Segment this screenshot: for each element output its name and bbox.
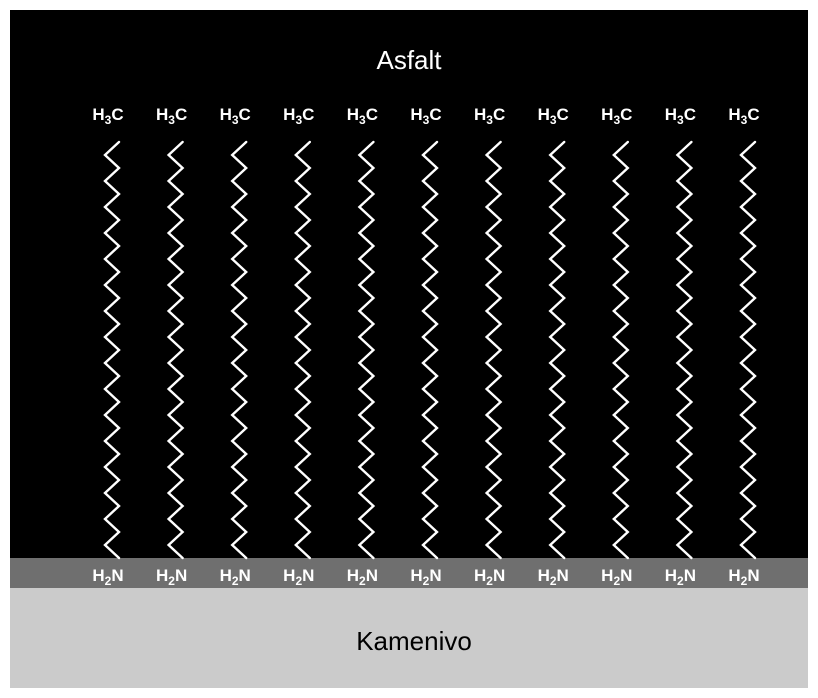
aggregate-layer <box>10 588 808 688</box>
methyl-head-label: H3C <box>728 105 759 127</box>
hydrocarbon-chain <box>484 140 503 560</box>
amine-foot-label: H2N <box>283 566 314 588</box>
amine-foot-label: H2N <box>347 566 378 588</box>
amine-foot-label: H2N <box>92 566 123 588</box>
hydrocarbon-chain <box>675 140 694 560</box>
methyl-head-label: H3C <box>665 105 696 127</box>
amine-foot-label: H2N <box>474 566 505 588</box>
methyl-head-label: H3C <box>220 105 251 127</box>
hydrocarbon-chain <box>612 140 630 560</box>
hydrocarbon-chain <box>739 140 757 560</box>
hydrocarbon-chain <box>294 140 312 560</box>
amine-foot-label: H2N <box>728 566 759 588</box>
hydrocarbon-chain <box>357 140 376 560</box>
amine-foot-label: H2N <box>538 566 569 588</box>
methyl-head-label: H3C <box>601 105 632 127</box>
amine-foot-label: H2N <box>601 566 632 588</box>
aggregate-label: Kamenivo <box>356 626 472 656</box>
amine-foot-label: H2N <box>156 566 187 588</box>
amine-foot-label: H2N <box>220 566 251 588</box>
methyl-head-label: H3C <box>538 105 569 127</box>
methyl-head-label: H3C <box>474 105 505 127</box>
methyl-head-label: H3C <box>283 105 314 127</box>
asphalt-layer <box>10 10 808 558</box>
molecule-group: H3C H2N H3C H2N H3C H2N H3C H2N H3C H2N H3C H2N H3C H… <box>92 105 759 588</box>
interface-layer <box>10 558 808 588</box>
hydrocarbon-chain <box>230 140 248 560</box>
methyl-head-label: H3C <box>156 105 187 127</box>
hydrocarbon-chain <box>421 140 439 560</box>
methyl-head-label: H3C <box>410 105 441 127</box>
methyl-head-label: H3C <box>92 105 123 127</box>
hydrocarbon-chain <box>103 140 121 560</box>
hydrocarbon-chain <box>548 140 566 560</box>
asphalt-label: Asfalt <box>376 45 442 75</box>
amine-foot-label: H2N <box>410 566 441 588</box>
amine-foot-label: H2N <box>665 566 696 588</box>
hydrocarbon-chain <box>166 140 185 560</box>
methyl-head-label: H3C <box>347 105 378 127</box>
